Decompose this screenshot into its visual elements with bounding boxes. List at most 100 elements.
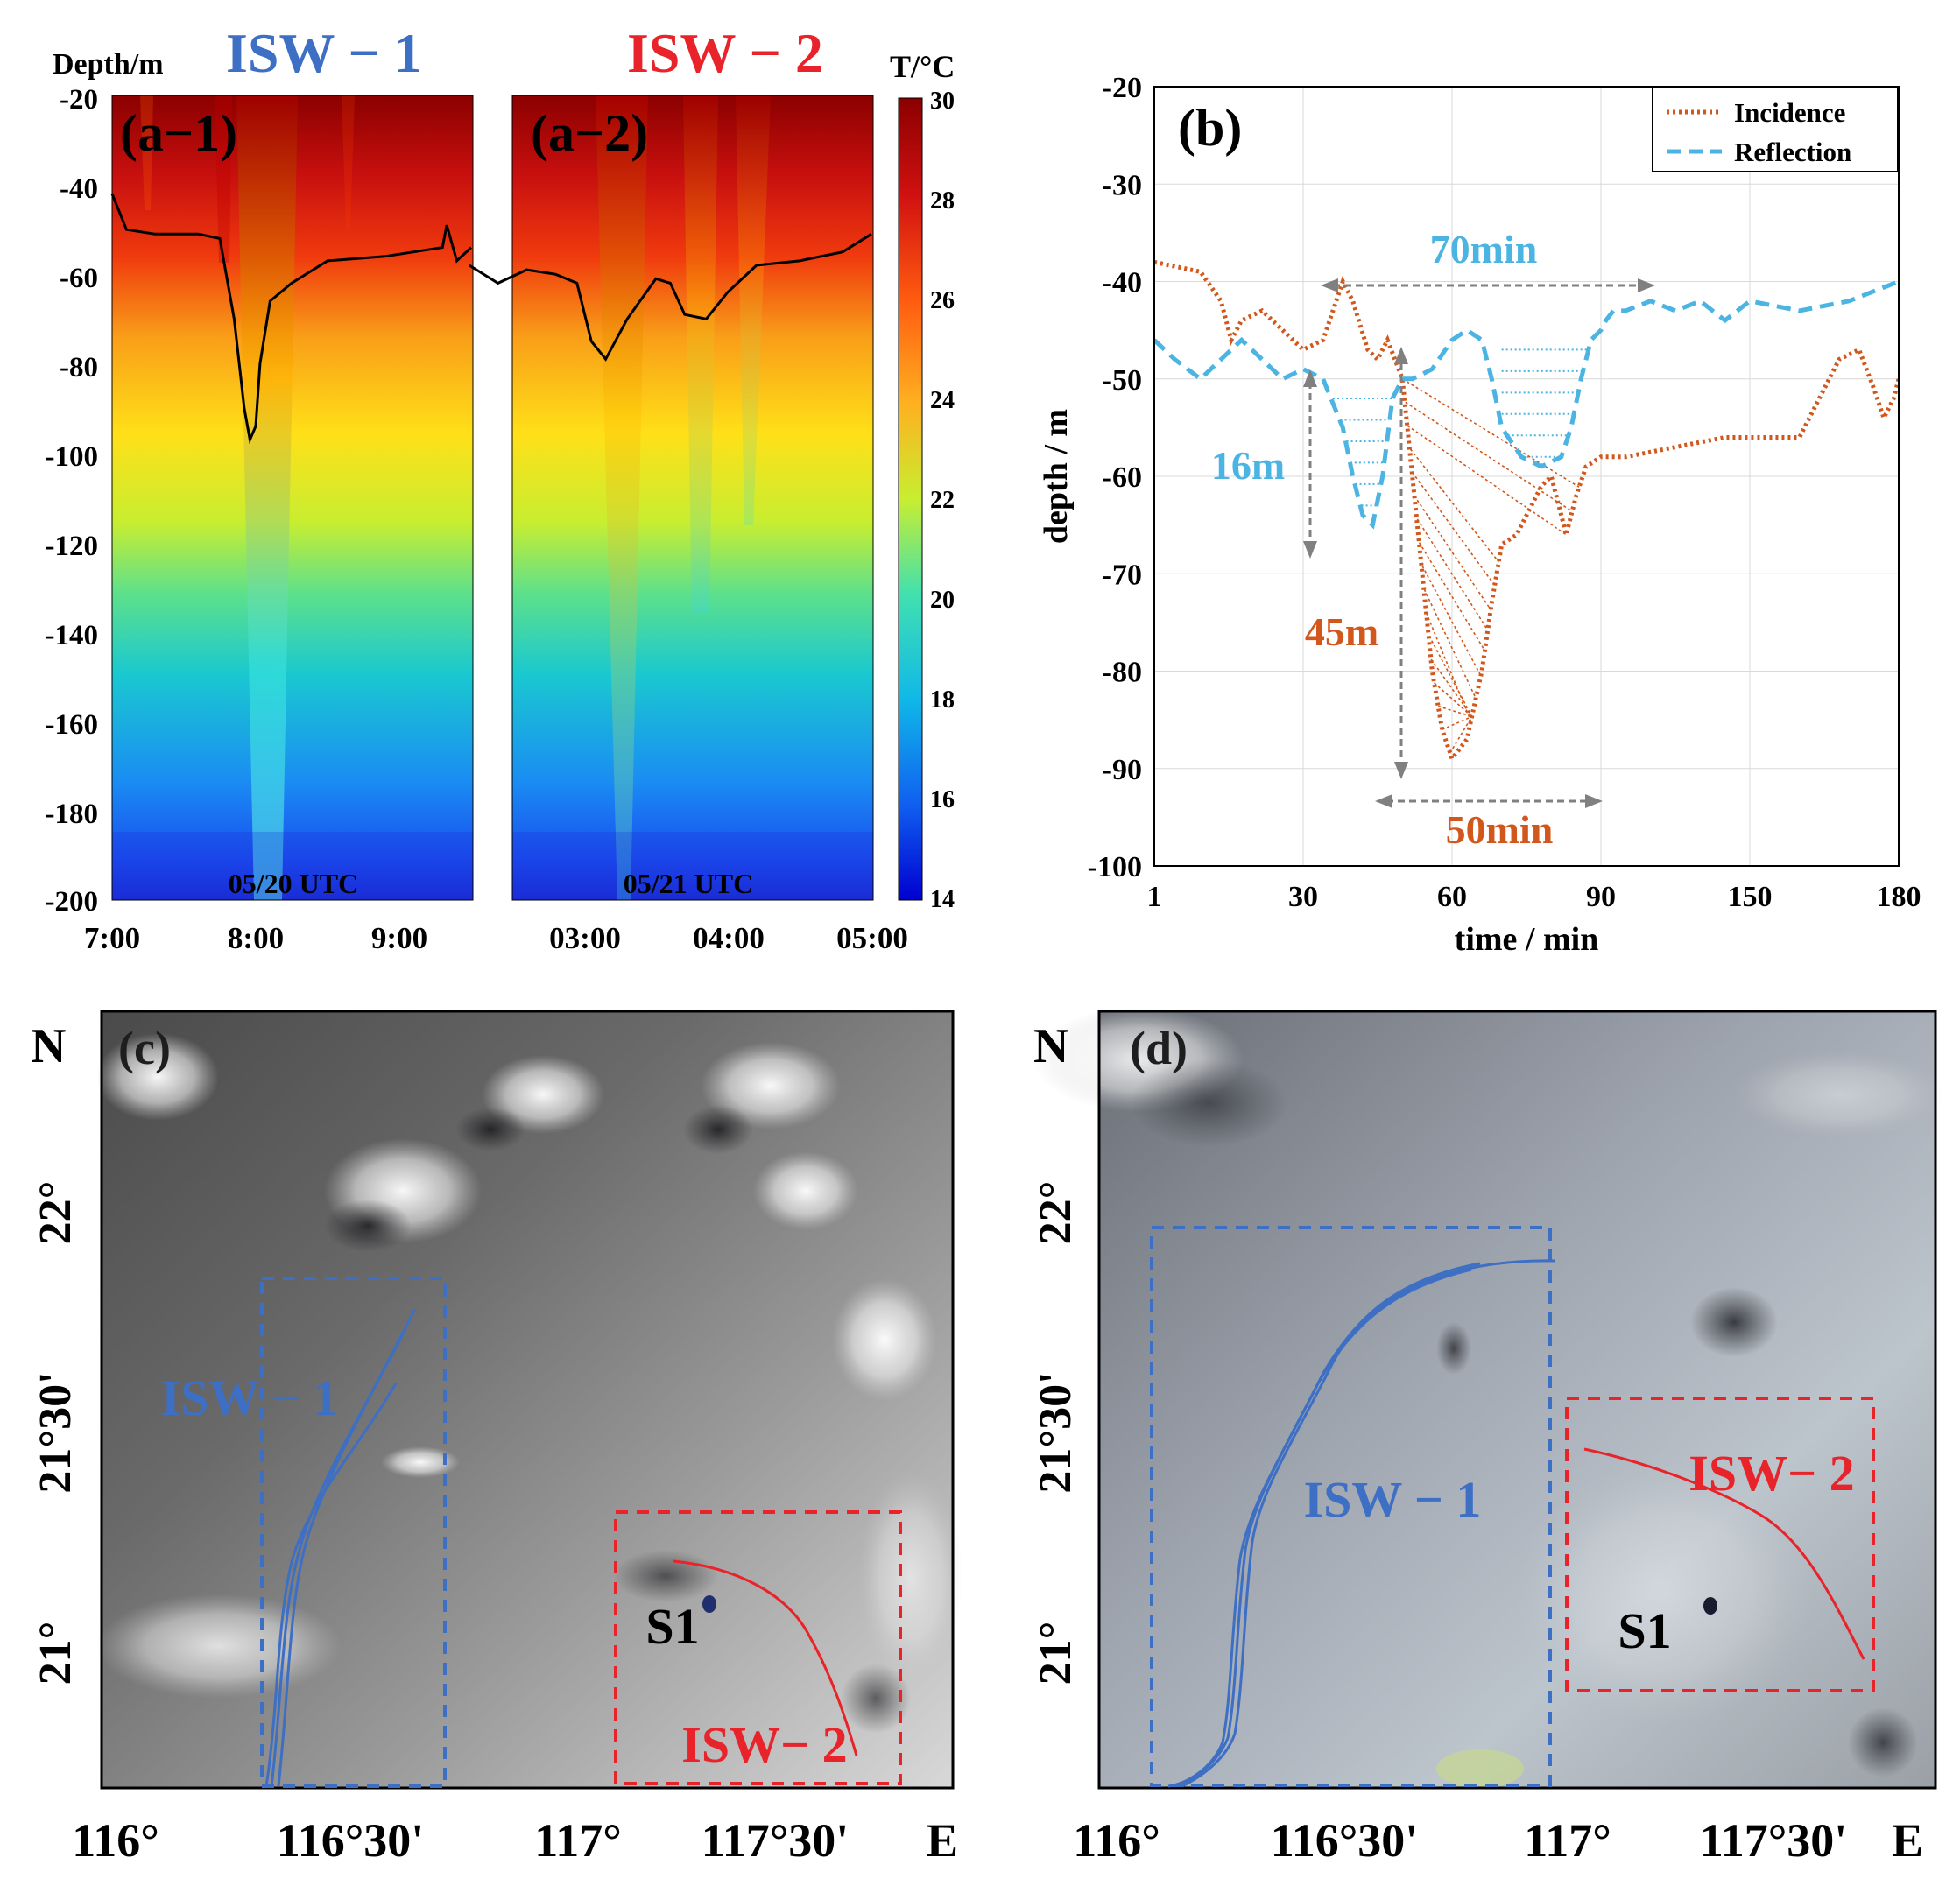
incidence-hatch-line: [1437, 705, 1472, 718]
isotherm-line-a2: [469, 233, 872, 362]
isw1-title: ISW − 1: [226, 22, 422, 84]
isw2-crest-c: [673, 1559, 858, 1756]
x-tick-label: 1: [1147, 881, 1162, 913]
depth-tick: -60: [60, 263, 98, 294]
panel-c-label: (c): [118, 1022, 171, 1074]
chart-b-hatching: [1333, 348, 1589, 754]
panel-c-frame: [100, 1010, 955, 1790]
north-label-c: N: [31, 1019, 66, 1073]
isw2-title: ISW − 2: [627, 22, 823, 84]
station-s1-marker-d: [1703, 1597, 1717, 1615]
lat-tick: 22°: [31, 1181, 81, 1245]
colorbar-tick: 18: [930, 686, 955, 714]
lat-ticks-c: 22° 21°30' 21°: [31, 1181, 81, 1685]
y-tick-label: -70: [1103, 559, 1142, 591]
temperature-colorbar-label: T/°C: [890, 49, 955, 84]
y-tick-label: -20: [1103, 72, 1142, 104]
annotation-45m: 45m: [1305, 609, 1378, 654]
colorbar-tick: 24: [930, 387, 955, 414]
isotherm-line-a1: [110, 193, 473, 445]
incidence-hatch-line: [1407, 425, 1567, 536]
panel-a1-label: (a−1): [120, 104, 237, 162]
depth-tick: -120: [46, 531, 99, 562]
y-tick-label: -40: [1103, 267, 1142, 299]
legend-reflection-label: Reflection: [1734, 137, 1851, 167]
colorbar-tick: 14: [930, 886, 955, 913]
a2-time-tick: 03:00: [549, 921, 621, 955]
annotation-50min: 50min: [1446, 807, 1554, 852]
lon-tick: 117°: [534, 1814, 622, 1867]
east-label-c: E: [927, 1814, 958, 1867]
cloud-cover-c: [96, 1033, 963, 1734]
isw2-box-c: [614, 1510, 902, 1785]
incidence-hatch-line: [1416, 518, 1489, 631]
a1-date-label: 05/20 UTC: [229, 868, 358, 899]
incidence-hatch-line: [1430, 658, 1473, 717]
colorbar-tick: 20: [930, 587, 955, 614]
lat-tick: 22°: [1031, 1181, 1081, 1245]
incidence-hatch-line: [1421, 565, 1482, 677]
x-tick-label: 150: [1728, 881, 1773, 913]
lat-tick: 21°: [31, 1622, 81, 1685]
station-s1-marker-c: [702, 1595, 716, 1613]
chart-b-y-ticks: -20 -30 -40 -50 -60 -70 -80 -90 -100: [1088, 72, 1142, 883]
east-label-d: E: [1892, 1814, 1923, 1867]
x-tick-label: 90: [1586, 881, 1616, 913]
y-tick-label: -50: [1103, 364, 1142, 397]
annotation-16m: 16m: [1211, 443, 1285, 488]
x-tick-label: 30: [1288, 881, 1318, 913]
reflection-series-line: [1154, 279, 1899, 530]
cloud-cover-d: [1033, 1007, 1944, 1788]
a1-time-tick: 7:00: [84, 921, 140, 955]
panel-c: (c) ISW − 1 ISW− 2 S1 N 22° 21°30' 21° 1…: [31, 1010, 963, 1867]
chart-b-x-ticks: 1 30 60 90 150 180: [1147, 881, 1921, 913]
north-label-d: N: [1033, 1019, 1068, 1073]
annotation-arrows: [1308, 284, 1643, 803]
temperature-colorbar: [898, 97, 923, 901]
annotation-arrowheads: [1303, 278, 1655, 808]
y-tick-label: -60: [1103, 461, 1142, 494]
a1-time-tick: 9:00: [371, 921, 427, 955]
colorbar-tick: 30: [930, 88, 955, 115]
panel-d: (d) ISW − 1 ISW− 2 S1 N 22° 21°30' 21° 1…: [1031, 1007, 1944, 1867]
incidence-hatch-line: [1434, 682, 1473, 718]
lon-tick: 116°: [72, 1814, 159, 1867]
lat-tick: 21°30': [1031, 1371, 1081, 1493]
isw1-label-c: ISW − 1: [161, 1369, 339, 1426]
lon-ticks-d: 116° 116°30' 117° 117°30': [1073, 1814, 1847, 1867]
incidence-hatch-line: [1414, 495, 1491, 610]
isw1-box-c: [260, 1277, 447, 1788]
chart-b-y-axis-label: depth / m: [1038, 409, 1075, 544]
colorbar-tick: 22: [930, 487, 955, 514]
station-s1-label-c: S1: [645, 1598, 699, 1655]
incidence-hatch-line: [1449, 716, 1473, 754]
colorbar-tick-labels: 30 28 26 24 22 20 18 16 14: [930, 88, 955, 913]
isw2-label-d: ISW− 2: [1689, 1445, 1854, 1502]
depth-tick: -200: [46, 886, 99, 918]
depth-axis-label: Depth/m: [53, 48, 164, 81]
station-s1-label-d: S1: [1618, 1602, 1671, 1659]
a2-time-tick: 05:00: [836, 921, 908, 955]
y-tick-label: -80: [1103, 657, 1142, 689]
panel-d-frame: [1097, 1010, 1937, 1790]
lon-tick: 117°: [1524, 1814, 1611, 1867]
incidence-hatch-line: [1428, 636, 1473, 717]
heatmap-a1: [112, 95, 473, 900]
chart-b-legend: Incidence Reflection: [1652, 87, 1899, 172]
lon-tick: 116°: [1073, 1814, 1160, 1867]
incidence-hatch-line: [1425, 612, 1472, 721]
incidence-hatch-line: [1401, 378, 1580, 488]
heatmap-a2-frame: [511, 95, 874, 901]
a1-time-tick: 8:00: [228, 921, 284, 955]
lon-tick: 117°30': [1700, 1814, 1848, 1867]
incidence-hatch-line: [1405, 401, 1573, 512]
lat-ticks-d: 22° 21°30' 21°: [1031, 1181, 1081, 1685]
isw2-box-d: [1565, 1397, 1875, 1692]
lon-tick: 116°30': [1271, 1814, 1419, 1867]
lat-tick: 21°30': [31, 1371, 81, 1493]
colorbar-tick: 16: [930, 786, 955, 813]
heatmap-a1-frame: [111, 95, 474, 901]
legend-incidence-label: Incidence: [1734, 97, 1845, 128]
isw2-crest-d: [1583, 1447, 1865, 1660]
